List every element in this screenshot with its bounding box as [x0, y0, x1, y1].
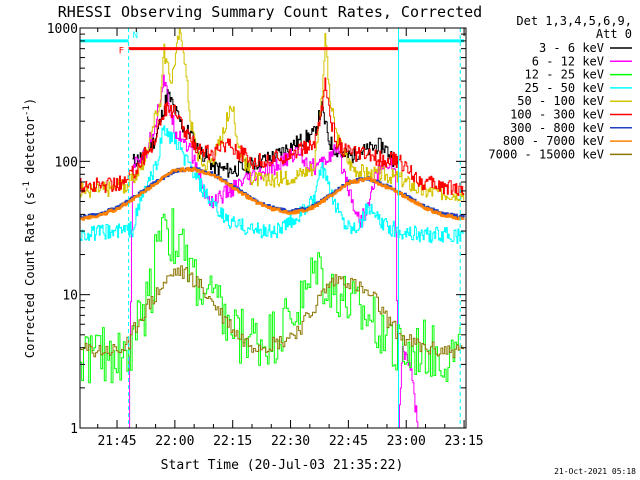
- night-flag-label: N: [133, 31, 138, 41]
- legend-label-8: 800 - 7000 keV: [503, 134, 604, 148]
- x-tick-label: 23:15: [445, 434, 484, 449]
- legend-label-6: 100 - 300 keV: [510, 108, 604, 122]
- plot-frame: [79, 27, 467, 429]
- y-tick-label: 1: [70, 422, 78, 437]
- legend-header-attenuator: Att 0: [596, 27, 632, 41]
- flare-flag-label: F: [119, 47, 124, 57]
- y-tick-label: 10: [62, 289, 78, 304]
- x-tick-label: 22:15: [213, 434, 252, 449]
- x-tick-label: 22:30: [271, 434, 310, 449]
- legend-label-3: 12 - 25 keV: [525, 68, 604, 82]
- x-axis-label: Start Time (20-Jul-03 21:35:22): [161, 458, 404, 473]
- series-line-3: [80, 208, 461, 384]
- legend-label-4: 25 - 50 keV: [525, 81, 604, 95]
- legend-header-detectors: Det 1,3,4,5,6,9,: [516, 14, 632, 28]
- legend-label-9: 7000 - 15000 keV: [488, 147, 604, 161]
- legend-label-1: 3 - 6 keV: [539, 41, 604, 55]
- y-axis-label: Corrected Count Rate (s-1 detector-1): [22, 98, 37, 358]
- legend-label-7: 300 - 800 keV: [510, 121, 604, 135]
- legend-label-5: 50 - 100 keV: [517, 94, 604, 108]
- x-tick-label: 22:45: [329, 434, 368, 449]
- annotation-layer: FN: [80, 28, 465, 428]
- series-line-8: [80, 166, 465, 221]
- series-layer: [80, 28, 465, 429]
- series-line-6: [80, 77, 465, 196]
- footer-date-stamp: 21-Oct-2021 05:18: [554, 467, 636, 476]
- x-tick-label: 22:00: [155, 434, 194, 449]
- y-tick-label: 100: [55, 155, 78, 170]
- x-tick-label: 21:45: [97, 434, 136, 449]
- axis-ticks: 21:45 22:00 22:15 22:30 22:45 23:00 23:15 1 10 10…: [47, 22, 484, 449]
- series-line-9: [80, 265, 464, 359]
- chart-title: RHESSI Observing Summary Count Rates, Co…: [58, 3, 482, 21]
- x-tick-label: 23:00: [387, 434, 426, 449]
- y-tick-label: 1000: [47, 22, 78, 37]
- legend-label-2: 6 - 12 keV: [532, 54, 604, 68]
- series-line-2: [128, 74, 419, 429]
